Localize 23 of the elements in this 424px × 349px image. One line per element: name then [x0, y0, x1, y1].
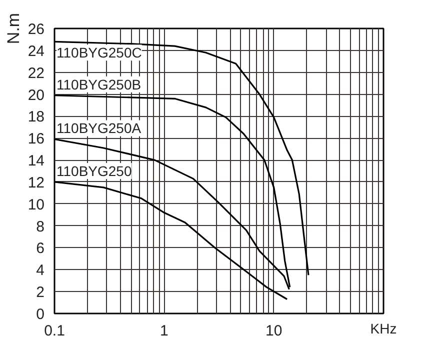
y-tick-label: 4: [36, 262, 44, 280]
series-label: 110BYG250A: [56, 120, 142, 136]
series-label: 110BYG250: [56, 162, 132, 179]
y-tick-label: 10: [28, 196, 45, 214]
series-label: 110BYG250B: [56, 76, 142, 92]
y-tick-label: 26: [28, 21, 45, 38]
y-tick-label: 16: [28, 130, 45, 148]
y-tick-label: 22: [28, 64, 45, 82]
y-axis-title: N.m: [4, 12, 23, 44]
x-tick-label: 1: [160, 322, 168, 340]
y-tick-label: 0: [36, 306, 44, 323]
y-tick-label: 2: [36, 284, 44, 302]
y-tick-label: 14: [28, 152, 45, 170]
y-tick-label: 18: [28, 108, 45, 126]
x-axis-title: KHz: [370, 320, 397, 336]
series-label: 110BYG250C: [56, 44, 142, 61]
y-tick-label: 6: [36, 240, 44, 258]
y-tick-label: 8: [36, 218, 44, 236]
y-tick-label: 20: [28, 86, 45, 104]
x-tick-label: 10: [265, 322, 282, 340]
y-tick-label: 24: [28, 42, 45, 60]
x-tick-label: 0.1: [44, 322, 65, 340]
y-tick-label: 12: [28, 174, 45, 192]
